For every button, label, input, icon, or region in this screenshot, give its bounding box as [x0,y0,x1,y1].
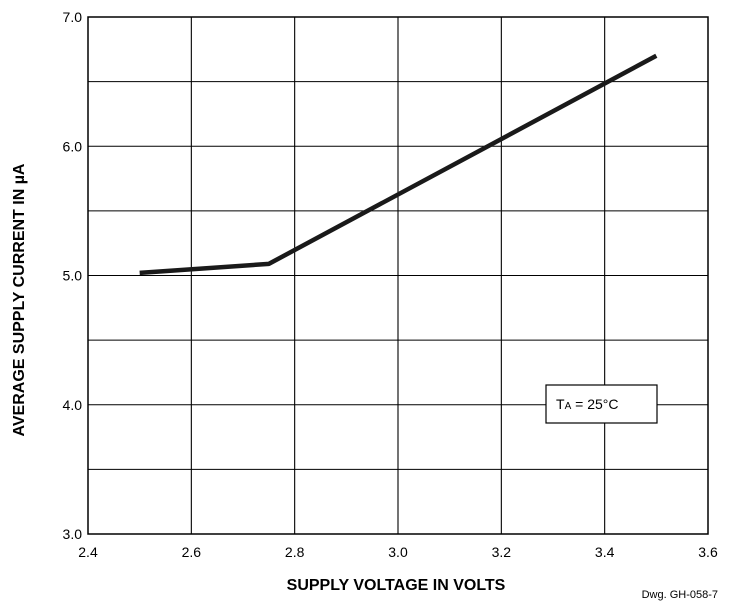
y-tick-label: 5.0 [63,268,83,284]
condition-subscript: A [565,401,572,412]
series-line [139,53,658,276]
y-axis-title: AVERAGE SUPPLY CURRENT IN µA [11,163,28,436]
y-tick-label: 4.0 [63,397,83,413]
x-axis-title: SUPPLY VOLTAGE IN VOLTS [287,577,506,594]
series-group [139,53,658,276]
condition-annotation-text: TA = 25°C [556,396,618,412]
y-tick-label: 3.0 [63,526,83,542]
condition-annotation: TA = 25°C [545,384,658,424]
y-tick-label: 7.0 [63,9,83,25]
plot-frame [87,16,709,535]
grid-lines [88,17,708,534]
x-tick-label: 3.4 [595,544,615,560]
x-tick-label: 3.2 [492,544,512,560]
y-tick-labels: 3.0 4.0 5.0 6.0 7.0 [63,9,83,542]
x-tick-labels: 2.4 2.6 2.8 3.0 3.2 3.4 3.6 [78,544,718,560]
x-tick-label: 3.0 [388,544,408,560]
condition-annotation-box [545,384,658,424]
x-tick-label: 2.4 [78,544,98,560]
condition-value: = 25°C [571,396,618,412]
x-tick-label: 2.6 [182,544,202,560]
x-tick-label: 3.6 [698,544,718,560]
x-tick-label: 2.8 [285,544,305,560]
y-tick-label: 6.0 [63,138,83,154]
drawing-number: Dwg. GH-058-7 [642,589,718,601]
